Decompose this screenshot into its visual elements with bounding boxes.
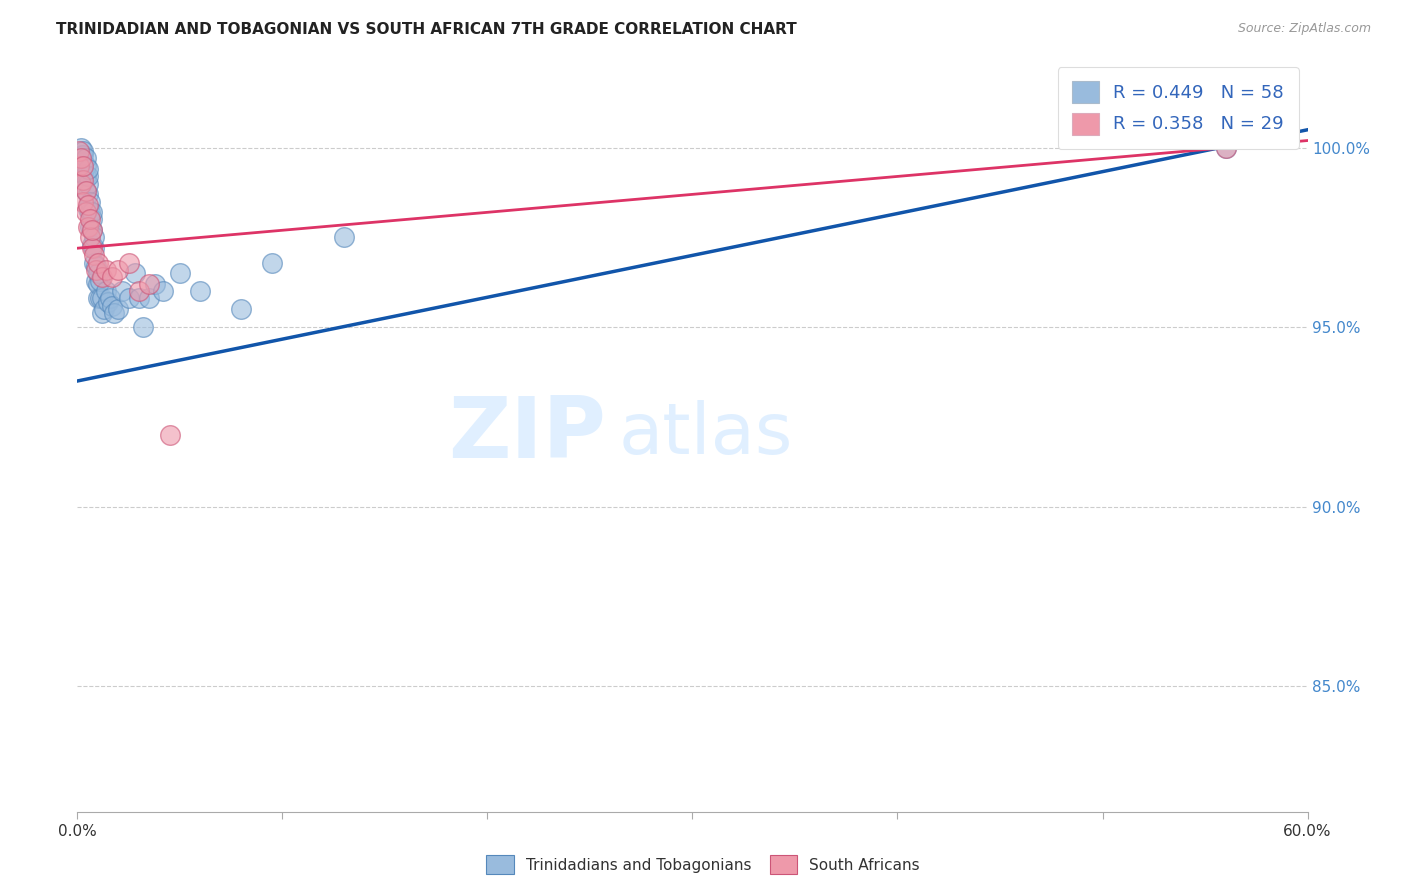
Point xyxy=(79,194,101,209)
Point xyxy=(80,223,103,237)
Point xyxy=(90,306,114,320)
Point xyxy=(159,427,181,442)
Point xyxy=(79,205,101,219)
Point xyxy=(67,155,90,169)
Point xyxy=(87,266,110,280)
Text: ZIP: ZIP xyxy=(449,393,606,476)
Point xyxy=(98,292,121,306)
Point xyxy=(84,273,107,287)
Point xyxy=(83,255,105,269)
Point xyxy=(94,262,117,277)
Point xyxy=(75,184,97,198)
Point xyxy=(1215,141,1237,155)
Point xyxy=(67,177,90,191)
Point xyxy=(70,152,93,166)
Point xyxy=(94,285,117,299)
Point xyxy=(169,266,191,280)
Point xyxy=(231,302,253,317)
Point xyxy=(90,292,114,306)
Point xyxy=(75,169,97,184)
Legend: R = 0.449   N = 58, R = 0.358   N = 29: R = 0.449 N = 58, R = 0.358 N = 29 xyxy=(1057,67,1299,149)
Point xyxy=(70,166,93,180)
Point xyxy=(72,166,94,180)
Point xyxy=(76,177,98,191)
Point xyxy=(188,285,212,299)
Point xyxy=(89,292,111,306)
Point xyxy=(83,248,105,262)
Legend: Trinidadians and Tobagonians, South Africans: Trinidadians and Tobagonians, South Afri… xyxy=(479,849,927,880)
Point xyxy=(70,141,93,155)
Point xyxy=(80,205,103,219)
Point xyxy=(70,177,93,191)
Point xyxy=(75,159,97,173)
Point xyxy=(80,212,103,227)
Point xyxy=(89,273,111,287)
Point xyxy=(124,266,146,280)
Point xyxy=(76,198,98,212)
Point xyxy=(128,285,150,299)
Point xyxy=(117,255,139,269)
Point xyxy=(132,320,155,334)
Point xyxy=(143,277,166,291)
Point xyxy=(72,148,94,162)
Point xyxy=(333,230,356,244)
Point xyxy=(79,230,101,244)
Point xyxy=(101,299,124,313)
Point xyxy=(84,262,107,277)
Point xyxy=(80,241,103,255)
Text: atlas: atlas xyxy=(619,401,793,469)
Point xyxy=(97,295,120,310)
Point xyxy=(80,223,103,237)
Point xyxy=(117,292,139,306)
Point xyxy=(75,184,97,198)
Text: Source: ZipAtlas.com: Source: ZipAtlas.com xyxy=(1237,22,1371,36)
Point xyxy=(76,219,98,234)
Text: TRINIDADIAN AND TOBAGONIAN VS SOUTH AFRICAN 7TH GRADE CORRELATION CHART: TRINIDADIAN AND TOBAGONIAN VS SOUTH AFRI… xyxy=(56,22,797,37)
Point xyxy=(87,277,110,291)
Point xyxy=(128,292,150,306)
Point xyxy=(111,285,134,299)
Point xyxy=(72,173,94,187)
Point xyxy=(67,145,90,159)
Point xyxy=(103,306,125,320)
Point xyxy=(72,145,94,159)
Point xyxy=(90,269,114,284)
Point xyxy=(138,292,160,306)
Point xyxy=(107,302,129,317)
Point xyxy=(87,292,110,306)
Point xyxy=(72,159,94,173)
Point xyxy=(262,255,284,269)
Point xyxy=(101,269,124,284)
Point xyxy=(76,169,98,184)
Point xyxy=(93,302,115,317)
Point xyxy=(87,255,110,269)
Point xyxy=(138,277,160,291)
Point xyxy=(75,205,97,219)
Point xyxy=(1215,141,1237,155)
Point xyxy=(79,212,101,227)
Point xyxy=(67,159,90,173)
Point xyxy=(76,202,98,216)
Point xyxy=(72,194,94,209)
Point xyxy=(83,241,105,255)
Point xyxy=(80,237,103,252)
Point xyxy=(79,219,101,234)
Point xyxy=(83,230,105,244)
Point xyxy=(70,148,93,162)
Point xyxy=(152,285,174,299)
Point xyxy=(107,262,129,277)
Point xyxy=(72,155,94,169)
Point xyxy=(84,259,107,273)
Point xyxy=(76,187,98,202)
Point xyxy=(76,162,98,177)
Point xyxy=(75,152,97,166)
